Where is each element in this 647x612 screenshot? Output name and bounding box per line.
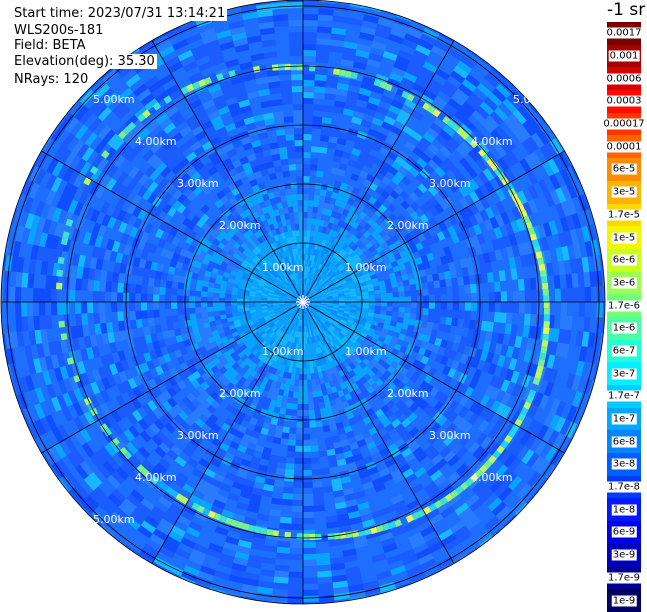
colorbar-tick-label: 0.0006 (605, 73, 643, 85)
ring-label-5km: 5.00km (93, 513, 135, 526)
colorbar-tick-label: 1.7e-6 (606, 300, 642, 312)
azimuth-spoke (302, 301, 565, 454)
colorbar-cell: 1e-6 (607, 316, 641, 340)
ring-label-1km: 1.00km (345, 345, 387, 358)
colorbar-tick-label: 1e-9 (611, 595, 637, 607)
azimuth-spoke (302, 40, 455, 303)
ring-label-2km: 2.00km (219, 387, 261, 400)
colorbar-tick-label: 1.7e-9 (606, 572, 642, 584)
colorbar-tick-label: 3e-5 (611, 186, 637, 198)
colorbar-cell: 1.7e-6 (606, 294, 642, 317)
colorbar-cell: 0.0017 (605, 22, 643, 45)
colorbar-tick-label: 6e-8 (611, 436, 637, 448)
colorbar-cell: 6e-7 (607, 339, 641, 363)
ring-label-2km: 2.00km (387, 219, 429, 232)
ring-label-3km: 3.00km (177, 177, 219, 190)
colorbar-tick-label: 1e-6 (611, 322, 637, 334)
field-label: Field: BETA (12, 38, 88, 53)
colorbar-cell: 1e-7 (607, 407, 641, 431)
colorbar-tick-label: 6e-9 (611, 526, 637, 538)
ring-label-4km: 4.00km (471, 135, 513, 148)
colorbar-tick-label: 6e-5 (611, 163, 637, 175)
colorbar-cell: 1.7e-5 (606, 203, 642, 227)
colorbar-cell: 0.00017 (602, 112, 646, 136)
ring-label-2km: 2.00km (219, 219, 261, 232)
ring-label-5km: 5.00km (93, 93, 135, 106)
ring-label-4km: 4.00km (135, 471, 177, 484)
colorbar-tick-label: 1.7e-8 (606, 481, 642, 493)
colorbar-tick-label: 0.0017 (605, 27, 643, 39)
colorbar-cell: 0.001 (607, 44, 641, 68)
nrays-label: NRays: 120 (12, 72, 91, 87)
colorbar-cell: 6e-9 (607, 521, 641, 544)
colorbar-tick-label: 1.7e-7 (606, 390, 642, 402)
azimuth-spoke (302, 301, 455, 564)
colorbar-cell: 1e-9 (607, 589, 641, 612)
ring-label-1km: 1.00km (345, 261, 387, 274)
center-marker (296, 297, 310, 307)
colorbar-cell: 3e-5 (607, 180, 641, 204)
colorbar-cell: 0.0003 (605, 90, 643, 113)
colorbar-cell: 6e-6 (607, 248, 641, 272)
colorbar-cell: 0.0001 (605, 135, 643, 159)
azimuth-spoke (41, 301, 304, 454)
aerosol-layer-ring (56, 63, 550, 541)
colorbar-tick-label: 6e-6 (611, 254, 637, 266)
elevation-label: Elevation(deg): 35.30 (12, 54, 157, 69)
colorbar-tick-label: 1e-7 (611, 413, 637, 425)
range-rings-grid (0, 0, 606, 605)
ring-label-4km: 4.00km (471, 471, 513, 484)
ring-label-1km: 1.00km (262, 261, 304, 274)
colorbar-tick-label: 3e-9 (611, 549, 637, 561)
colorbar-tick-label: 0.0001 (605, 141, 643, 153)
colorbar-cell: 1e-8 (607, 498, 641, 522)
instrument-label: WLS200s-181 (12, 23, 106, 38)
ring-label-3km: 3.00km (429, 177, 471, 190)
colorbar-cell: 3e-6 (607, 271, 641, 295)
ring-label-1km: 1.00km (262, 345, 304, 358)
start-time-label: Start time: 2023/07/31 13:14:21 (12, 6, 228, 21)
colorbar-tick-label: 1e-8 (611, 504, 637, 516)
colorbar-unit-label: -1 sr (607, 0, 646, 20)
azimuth-spoke (151, 40, 304, 303)
range-labels: 1.00km 1.00km 1.00km 1.00km 2.00km 2.00k… (93, 93, 555, 526)
colorbar: 0.0017 0.001 0.0006 0.0003 0.00017 0.0001 6e-5… (602, 22, 646, 612)
ring-label-5km: 5.00km (513, 93, 555, 106)
colorbar-cell: 3e-7 (607, 362, 641, 385)
colorbar-tick-label: 0.0003 (605, 95, 643, 107)
ring-label-4km: 4.00km (135, 135, 177, 148)
colorbar-cell: 0.0006 (605, 67, 643, 91)
colorbar-cell: 1.7e-9 (606, 566, 642, 590)
ppi-radar-plot: 1.00km 1.00km 1.00km 1.00km 2.00km 2.00k… (0, 0, 606, 605)
colorbar-tick-label: 1.7e-5 (606, 209, 642, 221)
colorbar-tick-label: 0.001 (608, 50, 640, 62)
ring-label-3km: 3.00km (429, 429, 471, 442)
colorbar-tick-label: 0.00017 (602, 118, 646, 130)
ring-label-2km: 2.00km (387, 387, 429, 400)
colorbar-cell: 6e-5 (607, 158, 641, 181)
colorbar-cell: 3e-9 (607, 543, 641, 567)
azimuth-spoke (302, 150, 565, 303)
colorbar-cell: 1.7e-8 (606, 475, 642, 499)
colorbar-cell: 3e-8 (607, 453, 641, 476)
colorbar-tick-label: 3e-6 (611, 277, 637, 289)
azimuth-spoke (41, 150, 304, 303)
colorbar-cell: 1e-5 (607, 226, 641, 249)
colorbar-tick-label: 6e-7 (611, 345, 637, 357)
colorbar-tick-label: 1e-5 (611, 232, 637, 244)
colorbar-cell: 1.7e-7 (606, 385, 642, 408)
colorbar-tick-label: 3e-8 (611, 458, 637, 470)
azimuth-spoke (151, 301, 304, 564)
colorbar-cell: 6e-8 (607, 430, 641, 454)
colorbar-tick-label: 3e-7 (611, 368, 637, 380)
ring-label-3km: 3.00km (177, 429, 219, 442)
